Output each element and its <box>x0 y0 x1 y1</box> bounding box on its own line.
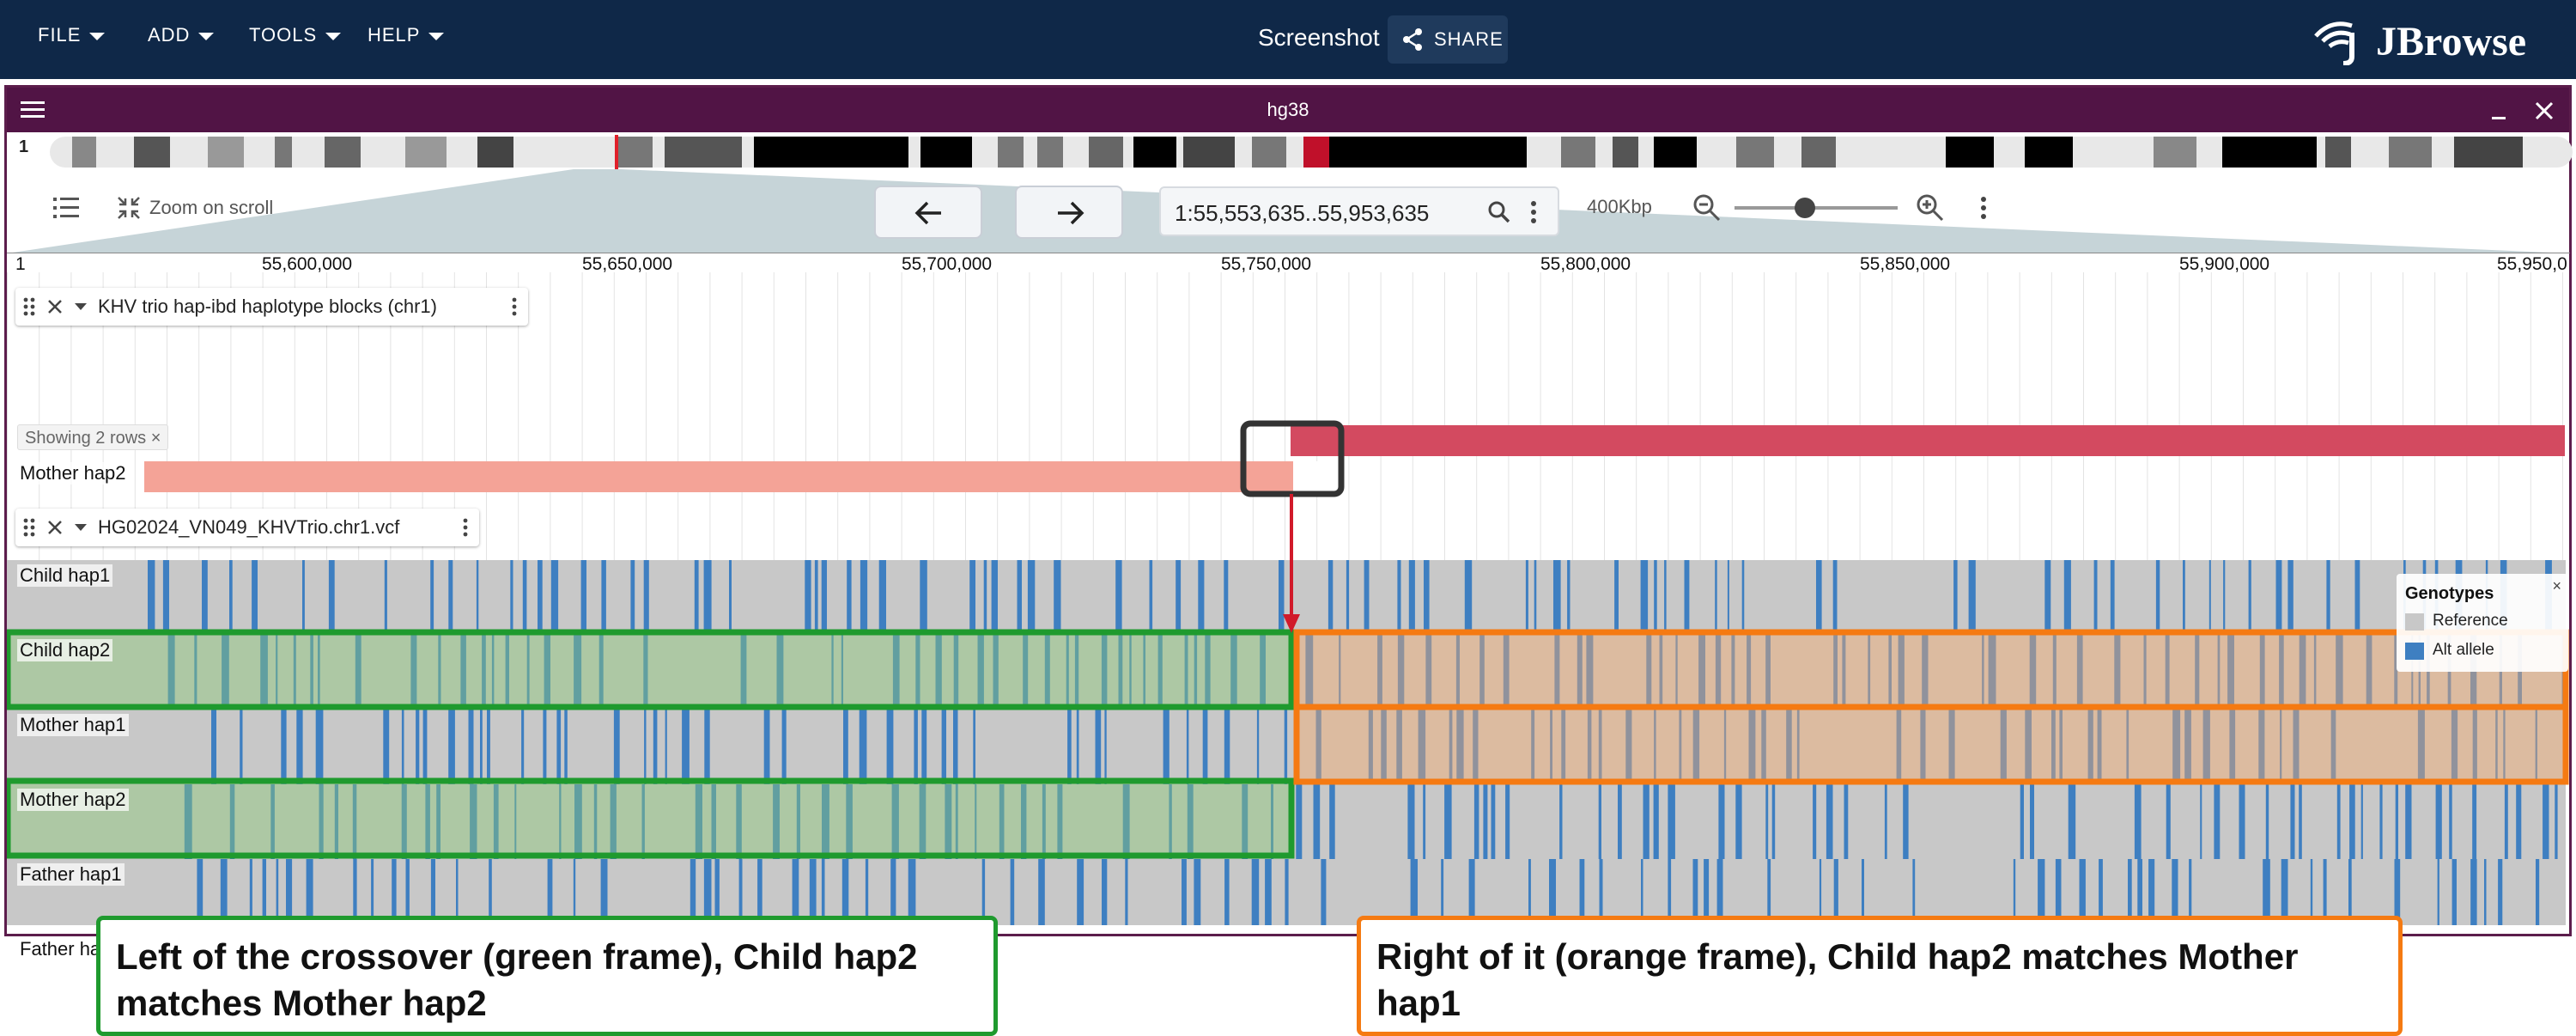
ruler-tick-label: 55,650,000 <box>582 254 673 274</box>
drag-handle-icon[interactable] <box>22 517 36 538</box>
share-label: SHARE <box>1434 28 1504 50</box>
genotype-legend: Genotypes × Reference Alt allele <box>2397 574 2568 672</box>
ruler-tick-label: 55,750,000 <box>1221 254 1312 274</box>
logo-text: JBrowse <box>2376 18 2527 64</box>
chromosome-ideogram[interactable] <box>50 135 2573 169</box>
hapibd-track-name: KHV trio hap-ibd haplotype blocks (chr1) <box>98 296 437 317</box>
showing-rows-chip[interactable]: Showing 2 rows × <box>17 424 169 450</box>
zoom-out-icon[interactable] <box>1692 192 1722 223</box>
ruler-tick-label: 55,700,000 <box>902 254 993 274</box>
callout-right: Right of it (orange frame), Child hap2 m… <box>1357 916 2403 1036</box>
drag-handle-icon[interactable] <box>22 296 36 317</box>
search-icon[interactable] <box>1487 200 1511 224</box>
help-menu-label: HELP <box>368 24 421 46</box>
add-menu-label: ADD <box>148 24 191 46</box>
legend-item-label: Alt allele <box>2433 641 2494 659</box>
jbrowse-logo: JBrowse <box>2312 15 2526 67</box>
chevron-down-icon <box>325 33 342 40</box>
collapse-track-icon[interactable] <box>74 302 88 312</box>
zoom-on-scroll-icon[interactable] <box>115 194 143 222</box>
sample-row-label: Child hap2 <box>17 639 113 661</box>
callout-left: Left of the crossover (green frame), Chi… <box>96 916 998 1036</box>
jbrowse-logo-icon <box>2314 21 2354 65</box>
legend-item-label: Reference <box>2433 612 2508 630</box>
linear-genome-view: hg38 1 <box>4 85 2573 960</box>
ruler-start-label: 1 <box>15 254 26 274</box>
ideogram-chromosome-label: 1 <box>19 137 29 156</box>
haplotype-block-child[interactable] <box>1291 425 2565 456</box>
share-button[interactable]: SHARE <box>1388 15 1508 64</box>
zoom-slider-track[interactable] <box>1735 206 1898 210</box>
zoom-slider-thumb[interactable] <box>1795 198 1815 218</box>
legend-close-icon[interactable]: × <box>2552 577 2561 594</box>
close-view-icon[interactable] <box>2533 100 2555 122</box>
green-frame-child-hap2 <box>7 629 1295 710</box>
track-selector-icon[interactable] <box>52 192 82 223</box>
zoom-in-icon[interactable] <box>1915 192 1946 223</box>
haplotype-block-mother-hap2[interactable] <box>144 461 1293 492</box>
track-menu-icon[interactable] <box>511 296 518 317</box>
add-menu[interactable]: ADD <box>148 24 215 46</box>
arrow-right-icon <box>1058 201 1084 225</box>
collapse-track-icon[interactable] <box>74 522 88 533</box>
legend-swatch-alt <box>2405 643 2424 660</box>
view-more-icon[interactable] <box>1978 194 1989 222</box>
hamburger-menu-icon[interactable] <box>21 100 46 120</box>
legend-swatch-reference <box>2405 613 2424 631</box>
pan-left-button[interactable] <box>874 186 982 239</box>
close-track-icon[interactable] <box>46 519 64 536</box>
orange-frame-child-hap2 <box>1293 629 2569 710</box>
ruler-tick-label: 55,950,0 <box>2497 254 2567 274</box>
hapibd-track-header: KHV trio hap-ibd haplotype blocks (chr1) <box>15 288 528 326</box>
bp-per-view-label: 400Kbp <box>1587 196 1652 217</box>
view-assembly-name: hg38 <box>1267 99 1309 120</box>
ruler-tick-label: 55,600,000 <box>262 254 353 274</box>
screenshot-title: Screenshot <box>1258 24 1380 51</box>
green-frame-mother-hap2 <box>7 777 1295 859</box>
top-app-bar: FILE ADD TOOLS HELP Screenshot SHARE JBr… <box>0 0 2576 79</box>
sample-row-label: Father hap1 <box>17 863 125 886</box>
genotype-matrix <box>7 560 2567 925</box>
locstring-more-icon[interactable] <box>1528 198 1539 226</box>
ruler-tick-label: 55,800,000 <box>1540 254 1631 274</box>
crossover-arrow <box>1283 614 1300 633</box>
hapibd-row-label: Mother hap2 <box>17 462 129 484</box>
zoom-on-scroll-toggle[interactable]: Zoom on scroll <box>149 197 274 218</box>
tracks-canvas <box>7 272 2570 925</box>
locstring-search-input[interactable]: 1:55,553,635..55,953,635 <box>1159 186 1559 236</box>
sample-row-label: Child hap1 <box>17 564 113 587</box>
tools-menu[interactable]: TOOLS <box>249 24 342 46</box>
showing-rows-text: Showing 2 rows <box>25 429 147 448</box>
close-track-icon[interactable] <box>46 298 64 315</box>
tools-menu-label: TOOLS <box>249 24 318 46</box>
file-menu[interactable]: FILE <box>38 24 106 46</box>
ruler-tick-label: 55,850,000 <box>1860 254 1951 274</box>
view-header: hg38 <box>7 88 2569 132</box>
track-menu-icon[interactable] <box>462 517 469 538</box>
share-icon <box>1403 28 1422 51</box>
minimize-icon[interactable] <box>2488 101 2509 122</box>
chevron-down-icon <box>89 33 106 40</box>
ruler-tick-label: 55,900,000 <box>2179 254 2270 274</box>
arrow-left-icon <box>914 201 941 225</box>
file-menu-label: FILE <box>38 24 82 46</box>
chevron-down-icon <box>428 33 445 40</box>
chevron-down-icon <box>198 33 215 40</box>
sample-row-label: Mother hap2 <box>17 789 129 811</box>
vcf-track-name: HG02024_VN049_KHVTrio.chr1.vcf <box>98 516 400 538</box>
vcf-track-header: HG02024_VN049_KHVTrio.chr1.vcf <box>15 509 479 546</box>
legend-title: Genotypes <box>2405 584 2494 603</box>
sample-row-label: Mother hap1 <box>17 714 129 736</box>
help-menu[interactable]: HELP <box>368 24 445 46</box>
orange-frame-mother-hap1 <box>1293 704 2569 785</box>
pan-right-button[interactable] <box>1015 186 1123 239</box>
locstring-value: 1:55,553,635..55,953,635 <box>1175 200 1430 226</box>
